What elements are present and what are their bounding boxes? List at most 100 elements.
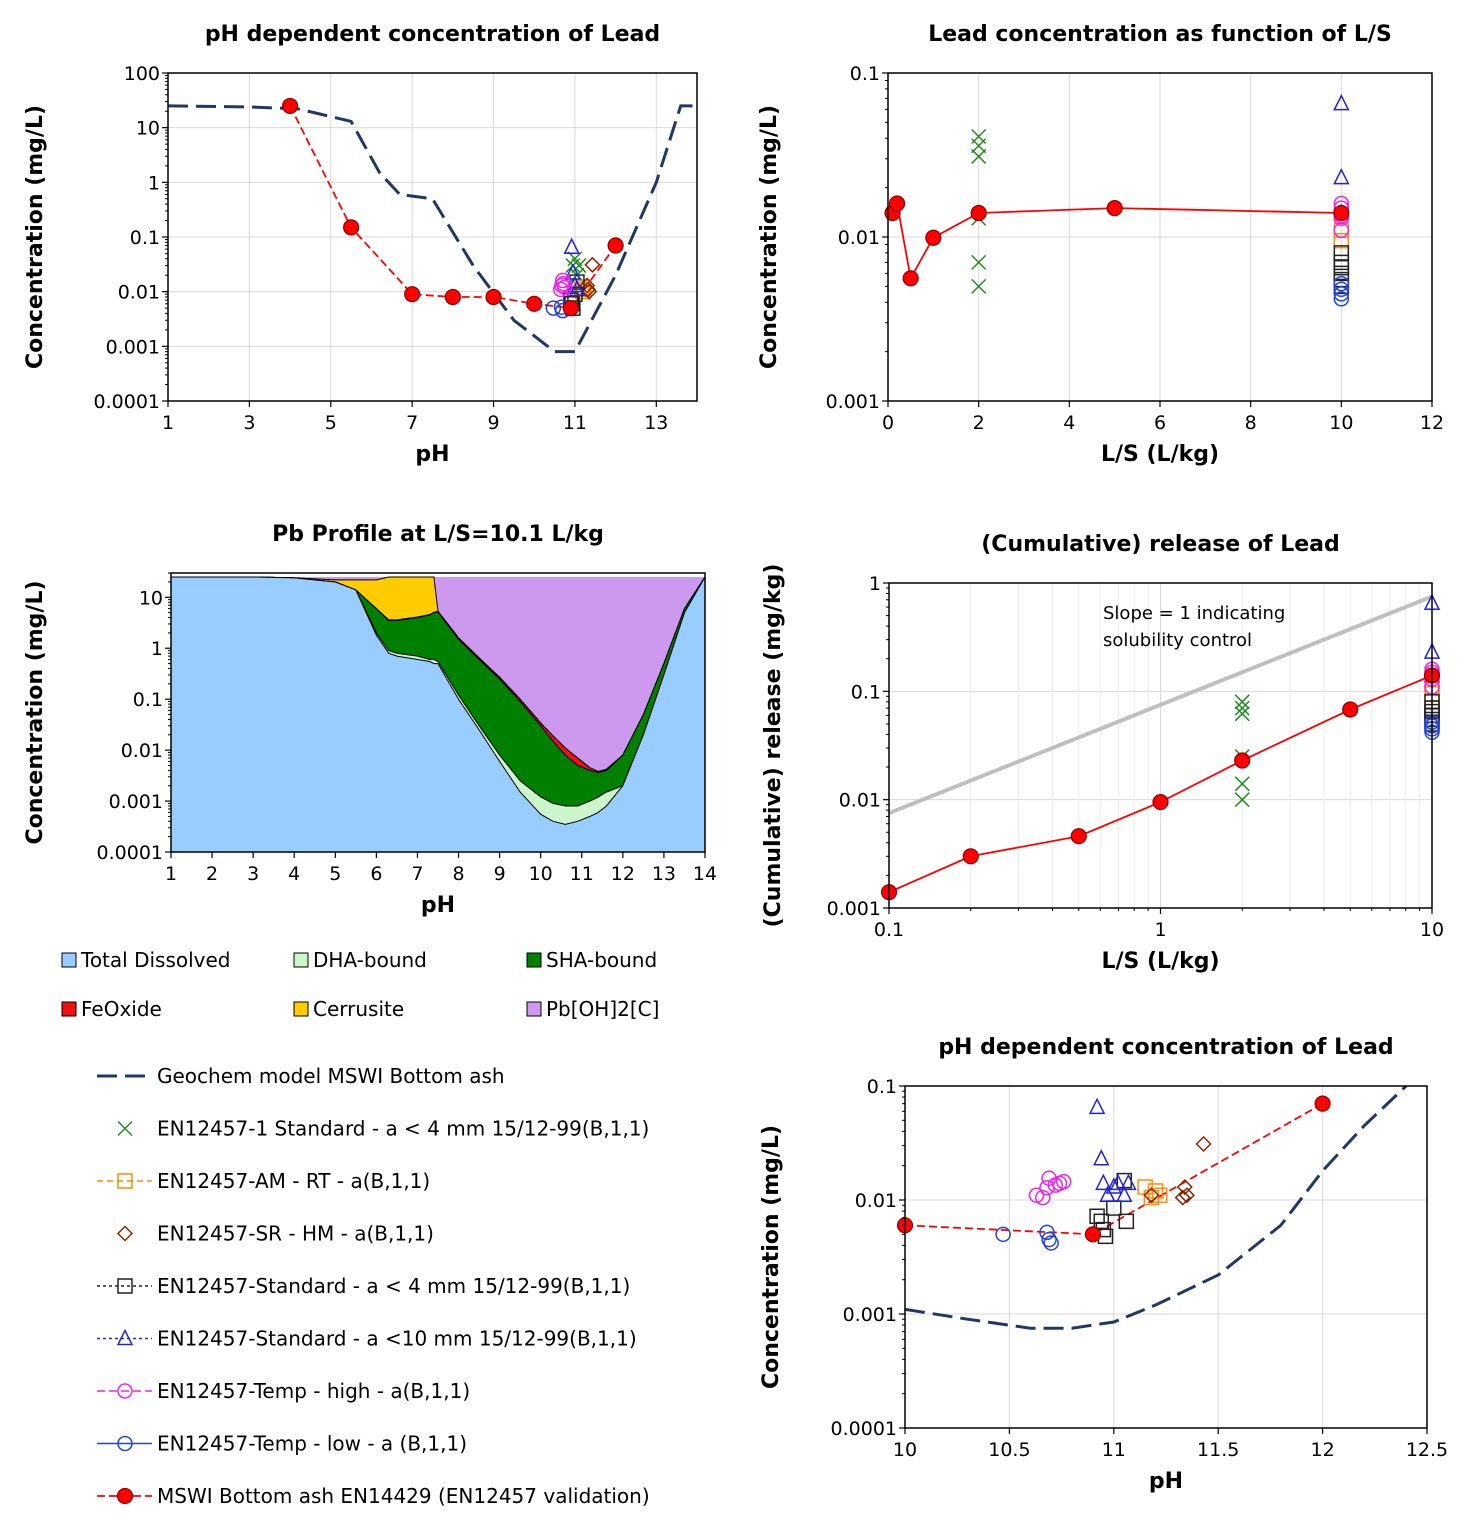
marker-std10 — [563, 237, 580, 254]
chart-cumulative-release: Slope = 1 indicating solubility control 0.… — [761, 532, 1444, 974]
legend-label: EN12457-Temp - low - a (B,1,1) — [157, 1432, 467, 1456]
marker-std10 — [1120, 1173, 1137, 1191]
x-tick-label: 10 — [1329, 412, 1353, 434]
validation-point — [962, 848, 979, 865]
marker-sr — [1174, 1189, 1191, 1206]
y-tick-label: 0.0001 — [831, 1418, 897, 1440]
legend-series: Geochem model MSWI Bottom ash EN12457-1 S… — [97, 1064, 650, 1508]
y-tick-label: 0.1 — [130, 227, 160, 249]
x-tick-label: 1 — [165, 863, 177, 885]
validation-point — [925, 229, 942, 246]
chart-title: Pb Profile at L/S=10.1 L/kg — [272, 522, 604, 547]
y-tick-label: 0.01 — [839, 790, 881, 812]
marker-std10 — [1333, 167, 1350, 185]
y-axis-label: Concentration (mg/L) — [23, 105, 48, 369]
validation-point — [1234, 752, 1251, 769]
legend-swatch — [526, 952, 542, 968]
x-tick-label: 14 — [693, 863, 717, 885]
legend-marker — [117, 1173, 133, 1189]
marker-am — [1333, 232, 1350, 249]
x-tick-label: 6 — [1154, 412, 1166, 434]
marker-std4b — [1333, 245, 1350, 261]
marker-am — [1151, 1187, 1168, 1204]
x-tick-label: 3 — [243, 412, 255, 434]
legend-marker — [117, 1435, 133, 1452]
y-tick-label: 0.01 — [855, 1190, 897, 1212]
legend-label: Pb[OH]2[C] — [546, 997, 659, 1021]
validation-point — [1106, 200, 1123, 217]
legend-marker — [117, 1120, 133, 1137]
marker-std10 — [1088, 1097, 1106, 1115]
y-axis-label: Concentration (mg/L) — [757, 105, 782, 369]
y-axis-label: Concentration (mg/L) — [759, 1125, 784, 1389]
x-tick-label: 6 — [370, 863, 382, 885]
marker-std10 — [1099, 1185, 1116, 1203]
validation-point — [562, 300, 579, 317]
legend-marker — [117, 1383, 133, 1399]
legend-label: EN12457-AM - RT - a(B,1,1) — [157, 1169, 430, 1193]
validation-point — [444, 288, 461, 306]
y-tick-label: 0.001 — [843, 1304, 897, 1326]
validation-point — [1152, 793, 1169, 811]
legend-label: FeOxide — [81, 997, 162, 1021]
marker-std10 — [1116, 1185, 1133, 1203]
marker-std4 — [1234, 776, 1250, 792]
y-axis-label: (Cumulative) release (mg/kg) — [761, 564, 786, 928]
y-tick-label: 10 — [136, 118, 160, 140]
marker-templow — [1039, 1224, 1055, 1241]
legend-label: SHA-bound — [546, 948, 657, 972]
marker-std4 — [1234, 700, 1250, 716]
validation-point — [1342, 701, 1359, 718]
legend-marker — [116, 1328, 134, 1346]
legend-area: Total Dissolved DHA-bound SHA-bound FeOxide… — [61, 948, 659, 1021]
marker-temphigh — [1333, 222, 1350, 238]
marker-std4 — [567, 251, 583, 267]
validation-point — [1314, 1095, 1331, 1112]
marker-sr — [1176, 1178, 1193, 1196]
marker-sr — [1178, 1187, 1195, 1204]
x-axis-label: L/S (L/kg) — [1101, 949, 1219, 974]
validation-point — [526, 295, 543, 312]
validation-point — [902, 270, 919, 287]
marker-std4 — [1234, 694, 1250, 710]
legend-swatch — [526, 1001, 542, 1017]
y-tick-label: 100 — [124, 63, 160, 85]
model-line — [167, 104, 697, 354]
validation-point — [281, 97, 299, 115]
marker-templow — [1333, 275, 1350, 292]
marker-std4 — [971, 278, 987, 294]
marker-temphigh — [1035, 1189, 1051, 1206]
x-tick-label: 3 — [247, 863, 259, 885]
y-tick-label: 0.1 — [133, 689, 163, 711]
validation-point — [888, 195, 906, 212]
x-tick-label: 5 — [329, 863, 341, 885]
y-tick-label: 0.001 — [826, 391, 880, 413]
legend-marker — [117, 1278, 133, 1294]
legend-label: Geochem model MSWI Bottom ash — [157, 1064, 505, 1088]
marker-templow — [545, 300, 562, 316]
x-tick-label: 12.5 — [1406, 1439, 1448, 1461]
legend-label: MSWI Bottom ash EN14429 (EN12457 validat… — [157, 1484, 650, 1508]
plot-border — [904, 1085, 1428, 1429]
validation-point — [485, 288, 502, 306]
y-tick-label: 0.01 — [838, 227, 880, 249]
plot-area — [905, 1086, 1408, 1330]
x-tick-label: 10 — [1420, 919, 1444, 941]
x-tick-label: 9 — [487, 412, 499, 434]
x-axis-label: L/S (L/kg) — [1101, 442, 1219, 467]
x-tick-label: 11 — [570, 863, 594, 885]
legend-marker — [116, 1225, 134, 1242]
validation-point — [1084, 1226, 1102, 1243]
legend-label: EN12457-Standard - a <10 mm 15/12-99(B,1… — [157, 1327, 637, 1351]
marker-std4 — [1234, 792, 1250, 808]
legend-marker — [116, 1487, 134, 1505]
x-tick-label: 1 — [162, 412, 174, 434]
y-tick-label: 1 — [151, 638, 163, 660]
x-tick-label: 1 — [1154, 919, 1166, 941]
x-tick-label: 13 — [644, 412, 668, 434]
x-tick-label: 7 — [411, 863, 423, 885]
x-tick-label: 11 — [1102, 1439, 1126, 1461]
x-tick-label: 12 — [1311, 1439, 1335, 1461]
x-tick-label: 12 — [1420, 412, 1444, 434]
legend-swatch — [293, 952, 309, 968]
